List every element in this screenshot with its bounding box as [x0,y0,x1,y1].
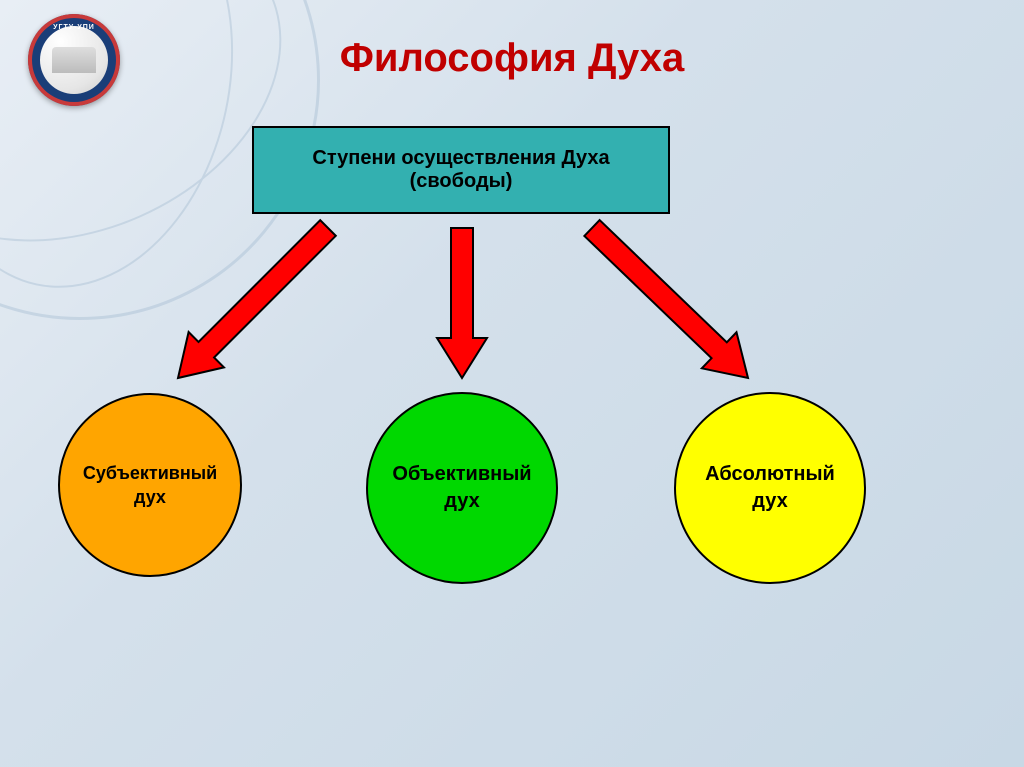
arrows-layer [0,0,1024,767]
circle-subjective-text: Субъективный дух [83,461,217,510]
top-box: Ступени осуществления Духа (свободы) [252,126,670,214]
top-box-line1: Ступени осуществления Духа [312,147,609,170]
circle-absolute-text: Абсолютный дух [705,461,835,515]
top-box-text: Ступени осуществления Духа (свободы) [312,147,609,193]
circle-absolute-line1: Абсолютный [705,461,835,488]
logo-text: УГТУ-УПИ [28,24,120,31]
circle-absolute: Абсолютный дух [674,392,866,584]
circle-subjective: Субъективный дух [58,393,242,577]
slide-title: Философия Духа [0,36,1024,81]
circle-objective-line1: Объективный [392,461,531,488]
circle-absolute-line2: дух [705,488,835,515]
circle-objective-text: Объективный дух [392,461,531,515]
top-box-line2: (свободы) [312,170,609,193]
circle-subjective-line1: Субъективный [83,461,217,485]
circle-objective: Объективный дух [366,392,558,584]
circle-objective-line2: дух [392,488,531,515]
circle-subjective-line2: дух [83,485,217,509]
